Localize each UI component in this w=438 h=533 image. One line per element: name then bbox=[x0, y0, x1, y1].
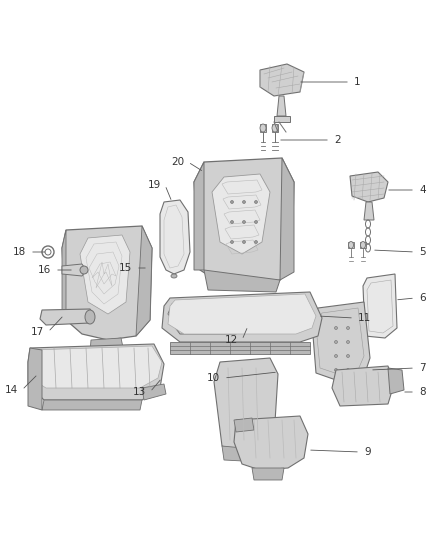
Ellipse shape bbox=[243, 240, 246, 244]
Ellipse shape bbox=[346, 368, 350, 372]
Text: 1: 1 bbox=[354, 77, 360, 87]
Polygon shape bbox=[30, 346, 162, 388]
Ellipse shape bbox=[254, 240, 258, 244]
Ellipse shape bbox=[230, 221, 233, 223]
Text: 14: 14 bbox=[5, 385, 18, 395]
Polygon shape bbox=[90, 338, 124, 352]
Ellipse shape bbox=[80, 266, 88, 274]
Polygon shape bbox=[204, 270, 280, 292]
Text: 4: 4 bbox=[419, 185, 426, 195]
Polygon shape bbox=[222, 446, 264, 462]
Polygon shape bbox=[142, 384, 166, 400]
Polygon shape bbox=[350, 172, 388, 202]
Text: 7: 7 bbox=[419, 363, 426, 373]
Polygon shape bbox=[62, 230, 66, 320]
Polygon shape bbox=[42, 400, 142, 410]
Polygon shape bbox=[212, 174, 270, 254]
Polygon shape bbox=[214, 358, 278, 454]
Polygon shape bbox=[280, 158, 294, 280]
Polygon shape bbox=[162, 292, 322, 342]
Text: 13: 13 bbox=[133, 387, 146, 397]
Polygon shape bbox=[274, 116, 290, 122]
Polygon shape bbox=[332, 366, 394, 406]
Ellipse shape bbox=[171, 274, 177, 278]
Text: 6: 6 bbox=[419, 293, 426, 303]
Text: 11: 11 bbox=[358, 313, 371, 323]
Polygon shape bbox=[170, 342, 310, 354]
Polygon shape bbox=[234, 416, 308, 470]
Text: 12: 12 bbox=[225, 335, 238, 345]
Ellipse shape bbox=[346, 354, 350, 358]
Polygon shape bbox=[28, 348, 42, 410]
Ellipse shape bbox=[230, 200, 233, 204]
Ellipse shape bbox=[346, 327, 350, 329]
Polygon shape bbox=[388, 368, 404, 394]
Polygon shape bbox=[62, 226, 152, 340]
Polygon shape bbox=[252, 468, 284, 480]
Ellipse shape bbox=[45, 249, 51, 255]
Ellipse shape bbox=[230, 240, 233, 244]
Polygon shape bbox=[62, 264, 86, 276]
Ellipse shape bbox=[272, 124, 278, 132]
Polygon shape bbox=[160, 200, 190, 274]
Polygon shape bbox=[348, 242, 354, 248]
Text: 5: 5 bbox=[419, 247, 426, 257]
Ellipse shape bbox=[349, 241, 353, 248]
Text: 2: 2 bbox=[334, 135, 341, 145]
Polygon shape bbox=[40, 309, 94, 325]
Ellipse shape bbox=[335, 341, 338, 343]
Polygon shape bbox=[312, 302, 370, 380]
Polygon shape bbox=[136, 226, 152, 336]
Polygon shape bbox=[260, 124, 266, 132]
Ellipse shape bbox=[360, 241, 365, 248]
Ellipse shape bbox=[346, 341, 350, 343]
Ellipse shape bbox=[335, 354, 338, 358]
Text: 19: 19 bbox=[148, 180, 161, 190]
Polygon shape bbox=[363, 274, 397, 338]
Polygon shape bbox=[260, 64, 304, 96]
Polygon shape bbox=[168, 300, 250, 322]
Text: 9: 9 bbox=[364, 447, 371, 457]
Text: 16: 16 bbox=[38, 265, 51, 275]
Polygon shape bbox=[194, 158, 294, 287]
Ellipse shape bbox=[260, 124, 266, 132]
Polygon shape bbox=[277, 96, 286, 116]
Text: 18: 18 bbox=[13, 247, 26, 257]
Ellipse shape bbox=[254, 200, 258, 204]
Ellipse shape bbox=[243, 221, 246, 223]
Polygon shape bbox=[364, 202, 374, 220]
Text: 15: 15 bbox=[119, 263, 132, 273]
Ellipse shape bbox=[335, 368, 338, 372]
Polygon shape bbox=[174, 316, 244, 334]
Text: 10: 10 bbox=[207, 373, 220, 383]
Polygon shape bbox=[234, 418, 254, 432]
Polygon shape bbox=[272, 124, 278, 132]
Text: 8: 8 bbox=[419, 387, 426, 397]
Ellipse shape bbox=[243, 200, 246, 204]
Polygon shape bbox=[28, 344, 164, 400]
Ellipse shape bbox=[254, 221, 258, 223]
Text: 20: 20 bbox=[171, 157, 184, 167]
Ellipse shape bbox=[335, 327, 338, 329]
Polygon shape bbox=[80, 235, 130, 314]
Ellipse shape bbox=[85, 310, 95, 324]
Polygon shape bbox=[360, 242, 366, 248]
Text: 17: 17 bbox=[31, 327, 44, 337]
Polygon shape bbox=[168, 294, 316, 334]
Polygon shape bbox=[194, 162, 204, 270]
Ellipse shape bbox=[42, 246, 54, 258]
